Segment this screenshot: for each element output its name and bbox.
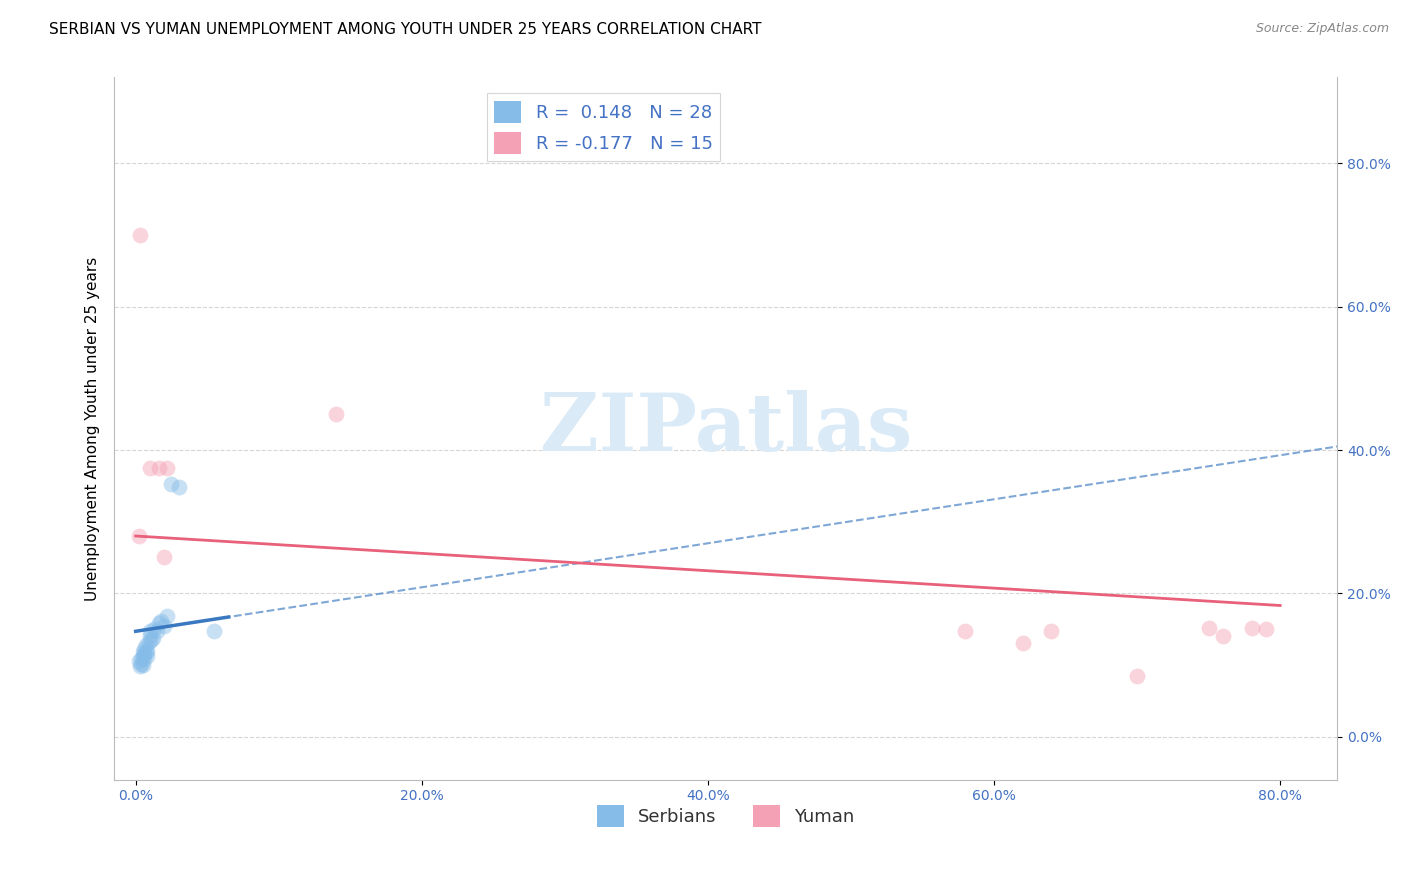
Point	[1040, 624, 1063, 638]
Point	[141, 632, 163, 647]
Point	[156, 461, 179, 475]
Point	[1198, 621, 1220, 635]
Text: Source: ZipAtlas.com: Source: ZipAtlas.com	[1256, 22, 1389, 36]
Point	[139, 624, 162, 638]
Point	[134, 652, 156, 666]
Point	[128, 529, 150, 543]
Point	[135, 645, 157, 659]
Point	[139, 461, 162, 475]
Point	[129, 228, 152, 243]
Point	[202, 624, 225, 638]
Point	[153, 618, 176, 632]
Legend: Serbians, Yuman: Serbians, Yuman	[589, 797, 862, 834]
Point	[132, 645, 155, 659]
Point	[132, 649, 155, 664]
Point	[955, 624, 977, 638]
Point	[132, 657, 155, 672]
Point	[1011, 636, 1033, 650]
Point	[136, 643, 159, 657]
Y-axis label: Unemployment Among Youth under 25 years: Unemployment Among Youth under 25 years	[86, 256, 100, 600]
Point	[1126, 669, 1149, 683]
Point	[1212, 629, 1234, 643]
Point	[136, 649, 159, 664]
Point	[135, 638, 157, 652]
Point	[1254, 622, 1277, 636]
Point	[146, 624, 169, 638]
Point	[138, 635, 160, 649]
Point	[156, 609, 179, 624]
Point	[1240, 621, 1263, 635]
Point	[148, 616, 170, 631]
Text: ZIPatlas: ZIPatlas	[540, 390, 912, 467]
Point	[148, 461, 170, 475]
Point	[143, 622, 166, 636]
Point	[139, 629, 162, 643]
Point	[160, 477, 183, 491]
Point	[134, 642, 156, 657]
Point	[131, 657, 153, 671]
Point	[128, 654, 150, 668]
Point	[134, 647, 156, 661]
Point	[325, 407, 347, 421]
Text: SERBIAN VS YUMAN UNEMPLOYMENT AMONG YOUTH UNDER 25 YEARS CORRELATION CHART: SERBIAN VS YUMAN UNEMPLOYMENT AMONG YOUT…	[49, 22, 762, 37]
Point	[131, 652, 153, 666]
Point	[129, 659, 152, 673]
Point	[150, 614, 173, 628]
Point	[167, 480, 190, 494]
Point	[153, 550, 176, 565]
Point	[142, 631, 165, 645]
